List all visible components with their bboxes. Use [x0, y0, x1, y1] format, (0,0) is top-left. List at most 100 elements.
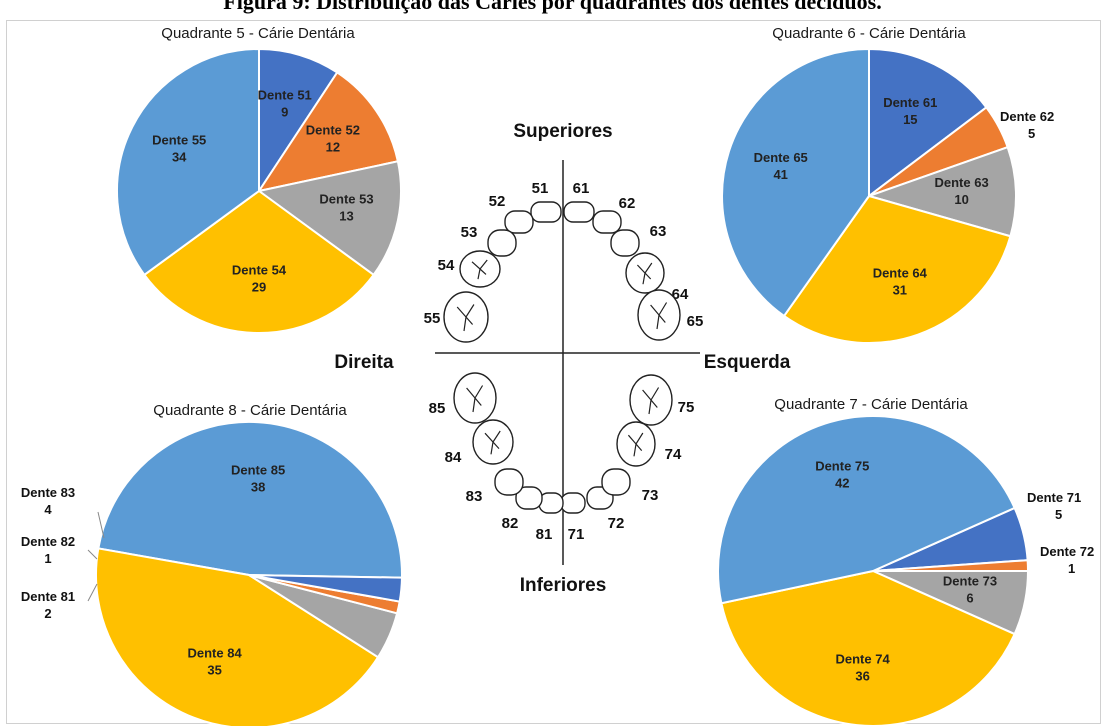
tooth-number-65: 65 [687, 313, 704, 330]
tooth-outline [601, 468, 631, 496]
tooth-62: 62 [592, 195, 636, 234]
tooth-number-84: 84 [445, 449, 462, 466]
pie-slice-dente-75 [717, 415, 1016, 605]
pie-title: Quadrante 5 - Cárie Dentária [161, 25, 355, 42]
label-superiores: Superiores [513, 121, 612, 142]
leader-line-dente-82 [87, 549, 98, 560]
tooth-number-85: 85 [429, 400, 446, 417]
tooth-outline [504, 210, 534, 234]
slice-label-dente-52: Dente 52 12 [306, 123, 360, 155]
tooth-outline [530, 201, 562, 223]
tooth-52: 52 [489, 193, 534, 234]
slice-label-dente-73: Dente 73 6 [943, 574, 997, 606]
label-inferiores: Inferiores [520, 575, 607, 596]
tooth-number-81: 81 [536, 526, 553, 543]
slice-label-dente-51: Dente 51 9 [258, 87, 312, 119]
slice-label-dente-74: Dente 74 36 [835, 652, 890, 684]
slice-label-dente-61: Dente 61 15 [883, 95, 937, 127]
slice-label-dente-71: Dente 71 5 [1027, 490, 1081, 522]
tooth-number-83: 83 [466, 488, 483, 505]
pie-slice-dente-85 [97, 420, 403, 579]
tooth-73: 73 [601, 468, 659, 504]
slice-label-dente-83: Dente 83 4 [21, 485, 75, 517]
pie-slice-dente-51 [258, 47, 339, 195]
pie-title: Quadrante 8 - Cárie Dentária [153, 402, 347, 419]
slice-label-dente-55: Dente 55 34 [152, 133, 206, 165]
pie-slice-dente-64 [782, 194, 1012, 344]
tooth-71: 71 [560, 492, 586, 543]
slice-label-dente-65: Dente 65 41 [754, 150, 808, 182]
tooth-number-62: 62 [619, 195, 636, 212]
pie-slice-dente-52 [256, 71, 400, 193]
slice-label-dente-54: Dente 54 29 [232, 263, 287, 295]
pie-slice-dente-53 [256, 160, 402, 277]
leader-line-dente-81 [87, 583, 98, 602]
pie-slice-dente-63 [865, 145, 1017, 238]
figure-frame [6, 20, 1101, 724]
slice-label-dente-64: Dente 64 31 [873, 265, 928, 297]
tooth-number-75: 75 [678, 399, 695, 416]
tooth-number-73: 73 [642, 487, 659, 504]
tooth-number-52: 52 [489, 193, 506, 210]
tooth-61: 61 [563, 180, 595, 223]
tooth-number-64: 64 [672, 286, 689, 303]
tooth-outline [560, 492, 586, 514]
pie-slice-dente-61 [868, 47, 988, 199]
slice-label-dente-53: Dente 53 13 [319, 192, 373, 224]
tooth-number-51: 51 [532, 180, 549, 197]
pie-quadrante-7: Quadrante 7 - Cárie Dentária Dente 71 5 Den… [717, 396, 1094, 726]
slice-label-dente-62: Dente 62 5 [1000, 109, 1054, 141]
pie-quadrante-8: Quadrante 8 - Cárie Dentária Dente 81 2 Den… [21, 402, 403, 726]
tooth-55: 55 [424, 291, 489, 343]
tooth-number-74: 74 [665, 446, 682, 463]
tooth-54: 54 [438, 250, 501, 288]
tooth-64: 64 [625, 252, 689, 303]
tooth-53: 53 [461, 224, 517, 257]
pie-slice-dente-81 [248, 574, 403, 603]
pie-title: Quadrante 6 - Cárie Dentária [772, 25, 966, 42]
pie-slice-dente-55 [116, 47, 260, 277]
slice-label-dente-81: Dente 81 2 [21, 589, 75, 621]
slice-label-dente-75: Dente 75 42 [815, 459, 869, 491]
teeth-group: 51 52 53 54 55 61 62 63 64 65 71 72 73 74 75 81 82 83 84 85 [424, 180, 704, 543]
tooth-number-55: 55 [424, 310, 441, 327]
tooth-outline [494, 468, 524, 496]
tooth-83: 83 [466, 468, 524, 505]
tooth-63: 63 [610, 223, 667, 257]
tooth-81: 81 [536, 492, 564, 543]
slice-label-dente-72: Dente 72 1 [1040, 544, 1094, 576]
tooth-number-72: 72 [608, 515, 625, 532]
tooth-number-71: 71 [568, 526, 585, 543]
pie-quadrante-6: Quadrante 6 - Cárie Dentária Dente 61 15 De… [721, 25, 1054, 344]
tooth-outline [592, 210, 622, 234]
tooth-outline [487, 229, 517, 257]
pie-title: Quadrante 7 - Cárie Dentária [774, 396, 968, 413]
tooth-number-82: 82 [502, 515, 519, 532]
pie-slice-dente-54 [142, 189, 376, 334]
tooth-outline [563, 201, 595, 223]
slice-label-dente-85: Dente 85 38 [231, 463, 285, 495]
tooth-74: 74 [616, 421, 682, 467]
pie-slice-dente-65 [721, 47, 870, 318]
dental-arch-diagram: Superiores Inferiores Direita Esquerda 5… [334, 121, 790, 596]
tooth-number-63: 63 [650, 223, 667, 240]
tooth-84: 84 [445, 419, 514, 466]
pie-slice-dente-74 [720, 569, 1016, 726]
pie-slice-dente-84 [95, 547, 380, 726]
slice-label-dente-84: Dente 84 35 [187, 645, 242, 677]
tooth-75: 75 [629, 374, 695, 426]
tooth-85: 85 [429, 372, 497, 424]
label-direita: Direita [334, 352, 394, 373]
tooth-51: 51 [530, 180, 562, 223]
figure-title: Figura 9: Distribuição das Cáries por qu… [223, 0, 882, 14]
label-esquerda: Esquerda [704, 352, 791, 373]
pie-quadrante-5: Quadrante 5 - Cárie Dentária Dente 51 9 Den… [116, 25, 402, 334]
tooth-outline [610, 229, 640, 257]
tooth-outline [515, 486, 543, 510]
tooth-number-61: 61 [573, 180, 590, 197]
tooth-65: 65 [637, 289, 704, 341]
slice-label-dente-63: Dente 63 10 [934, 175, 988, 207]
tooth-number-54: 54 [438, 257, 455, 274]
slice-label-dente-82: Dente 82 1 [21, 534, 75, 566]
